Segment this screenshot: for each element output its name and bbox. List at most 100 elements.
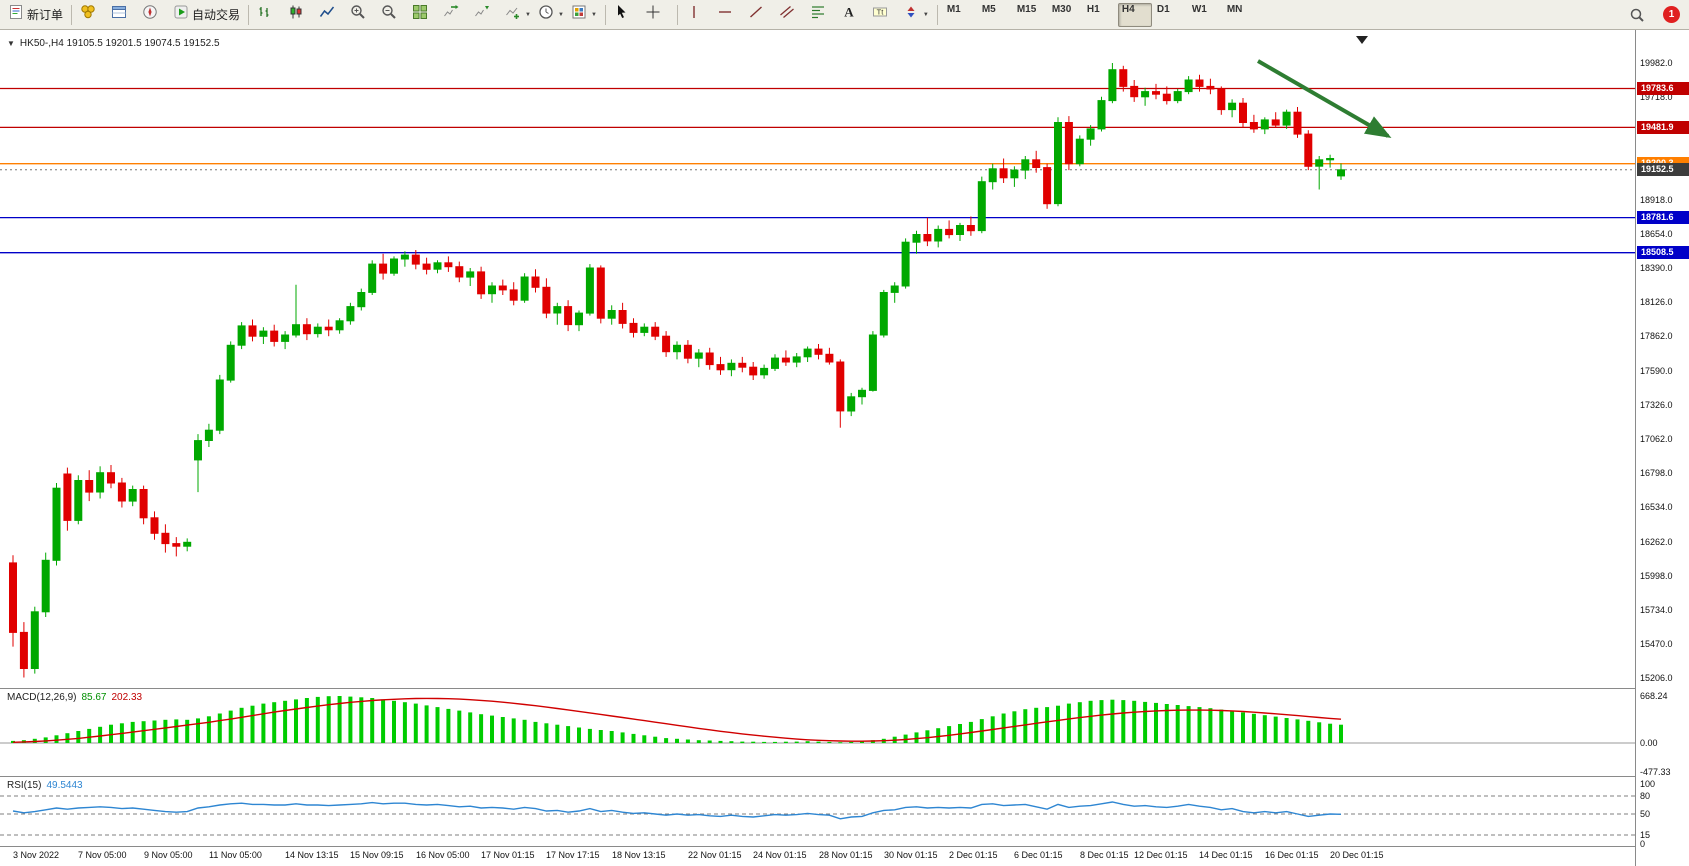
text-button[interactable]: A xyxy=(838,2,868,28)
trend-arrow-annotation[interactable] xyxy=(1257,59,1392,138)
fibonacci-button[interactable] xyxy=(807,2,837,28)
fibonacci-icon xyxy=(810,4,826,25)
bar-chart-button[interactable] xyxy=(254,2,284,28)
price-tick: 17062.0 xyxy=(1640,434,1673,444)
rsi-canvas[interactable] xyxy=(0,776,1635,846)
tile-windows-button[interactable] xyxy=(409,2,439,28)
candlesticks xyxy=(9,63,1345,678)
crosshair-button[interactable] xyxy=(642,2,672,28)
arrows-icon xyxy=(903,4,919,25)
timeframe-button-m15[interactable]: M15 xyxy=(1016,3,1037,15)
time-tick: 2 Dec 01:15 xyxy=(949,850,998,860)
time-tick: 14 Nov 13:15 xyxy=(285,850,339,860)
notification-badge[interactable]: 1 xyxy=(1663,6,1680,23)
horizontal-lines[interactable] xyxy=(0,87,1635,254)
macd-label: MACD(12,26,9) 85.67 202.33 xyxy=(7,692,143,703)
price-tick: 16534.0 xyxy=(1640,501,1673,512)
macd-axis-tick: -477.33 xyxy=(1640,767,1671,777)
time-axis[interactable]: 3 Nov 2022 7 Nov 05:00 9 Nov 05:00 11 Nov 0… xyxy=(0,846,1635,866)
search-button[interactable] xyxy=(1626,2,1656,28)
horizontal-line-button[interactable] xyxy=(714,2,744,28)
time-tick: 17 Nov 01:15 xyxy=(481,850,535,860)
price-tick: 19718.0 xyxy=(1640,91,1673,102)
candlestick-button[interactable] xyxy=(285,2,315,28)
price-chart-panel[interactable]: ▼ HK50-,H4 19105.5 19201.5 19074.5 19152… xyxy=(0,30,1635,688)
market-watch-button[interactable] xyxy=(77,2,107,28)
zoom-out-icon xyxy=(381,4,397,25)
text-label-button[interactable]: Tt xyxy=(869,2,899,28)
chevron-down-icon[interactable]: ▼ xyxy=(590,11,597,18)
symbol-ohlc-text: HK50-,H4 19105.5 19201.5 19074.5 19152.5 xyxy=(19,38,220,49)
chart-shift-marker-icon[interactable] xyxy=(1356,36,1368,44)
time-tick: 16 Nov 05:00 xyxy=(416,850,470,860)
price-tick: 15470.0 xyxy=(1640,639,1673,649)
time-tick: 9 Nov 05:00 xyxy=(144,850,193,860)
macd-signal-line xyxy=(12,697,1342,743)
time-tick: 17 Nov 17:15 xyxy=(546,850,600,860)
timeframe-button-m5[interactable]: M5 xyxy=(981,3,996,15)
timeframe-button-h1[interactable]: H1 xyxy=(1086,3,1100,15)
chart-shift-button[interactable] xyxy=(471,2,501,28)
zoom-out-button[interactable] xyxy=(378,2,408,28)
new-order-button[interactable]: 新订单 xyxy=(5,2,66,28)
data-window-button[interactable] xyxy=(108,2,138,28)
rsi-panel[interactable]: RSI(15) 49.5443 xyxy=(0,776,1635,846)
trendline-button[interactable] xyxy=(745,2,775,28)
price-tick: 15206.0 xyxy=(1640,673,1673,683)
macd-main-value: 85.67 xyxy=(81,692,107,703)
price-tick: 16262.0 xyxy=(1640,537,1673,548)
time-tick: 6 Dec 01:15 xyxy=(1014,850,1063,860)
auto-trading-button[interactable]: 自动交易 xyxy=(170,2,243,28)
hline-price-tag[interactable]: 19481.9 xyxy=(1637,121,1689,134)
price-tick: 15734.0 xyxy=(1640,605,1673,615)
chevron-down-icon[interactable]: ▼ xyxy=(525,11,531,18)
periods-button[interactable]: ▼ xyxy=(535,2,567,28)
price-tick: 19982.0 xyxy=(1640,58,1673,68)
timeframe-button-m30[interactable]: M30 xyxy=(1051,3,1072,15)
toolbar-separator xyxy=(604,4,606,25)
price-tick: 15998.0 xyxy=(1640,571,1673,581)
candlestick-chart-canvas[interactable] xyxy=(0,30,1635,688)
symbol-dropdown-icon[interactable]: ▼ xyxy=(7,39,15,48)
crosshair-icon xyxy=(645,4,661,25)
hline-price-tag[interactable]: 19783.6 xyxy=(1637,82,1689,95)
auto-trading-icon xyxy=(173,4,189,25)
indicators-icon xyxy=(505,4,521,25)
channel-button[interactable] xyxy=(776,2,806,28)
macd-panel[interactable]: MACD(12,26,9) 85.67 202.33 xyxy=(0,688,1635,776)
navigator-button[interactable] xyxy=(139,2,169,28)
templates-button[interactable]: ▼ xyxy=(568,2,600,28)
rsi-line xyxy=(12,801,1342,820)
time-tick: 18 Nov 13:15 xyxy=(612,850,666,860)
macd-canvas[interactable] xyxy=(0,688,1635,776)
timeframe-button-d1[interactable]: D1 xyxy=(1156,3,1170,15)
rsi-value: 49.5443 xyxy=(46,780,83,791)
auto-scroll-button[interactable] xyxy=(440,2,470,28)
timeframe-button-m1[interactable]: M1 xyxy=(946,3,961,15)
price-tick: 18126.0 xyxy=(1640,296,1673,307)
indicators-button[interactable]: ▼ xyxy=(502,2,534,28)
timeframe-button-w1[interactable]: W1 xyxy=(1191,3,1207,15)
time-axis-divider xyxy=(0,846,1689,847)
timeframe-button-h4[interactable]: H4 xyxy=(1117,2,1152,27)
price-axis[interactable]: 19982.019718.019454.019190.018918.018654… xyxy=(1635,30,1689,866)
line-chart-button[interactable] xyxy=(316,2,346,28)
rsi-axis-tick: 100 xyxy=(1640,779,1656,789)
price-tick: 16798.0 xyxy=(1640,468,1673,478)
chevron-down-icon[interactable]: ▼ xyxy=(922,11,929,18)
zoom-in-button[interactable] xyxy=(347,2,377,28)
hline-price-tag[interactable]: 18508.5 xyxy=(1637,246,1689,259)
timeframe-button-mn[interactable]: MN xyxy=(1226,3,1243,15)
price-tick: 17862.0 xyxy=(1640,330,1673,341)
vertical-line-button[interactable] xyxy=(683,2,713,28)
cursor-button[interactable] xyxy=(611,2,641,28)
panel-divider[interactable] xyxy=(0,688,1689,689)
panel-divider[interactable] xyxy=(0,776,1689,777)
main-toolbar: 新订单 自动交易 ▼ ▼ ▼ A Tt ▼ M1 M5 M15 M30 H1 H4 D1 W1 MN 1 xyxy=(0,0,1689,30)
arrows-button[interactable]: ▼ xyxy=(900,2,932,28)
price-tick: 18654.0 xyxy=(1640,229,1673,239)
chevron-down-icon[interactable]: ▼ xyxy=(557,11,564,18)
hline-price-tag[interactable]: 18781.6 xyxy=(1637,211,1689,224)
trendline-icon xyxy=(748,4,764,25)
macd-signal-value: 202.33 xyxy=(111,692,143,703)
